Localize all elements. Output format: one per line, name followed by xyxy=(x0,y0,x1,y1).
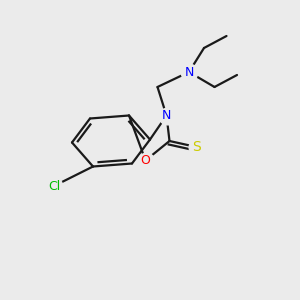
Text: O: O xyxy=(141,154,150,167)
Text: N: N xyxy=(162,109,171,122)
Text: N: N xyxy=(184,65,194,79)
Text: S: S xyxy=(192,140,201,154)
Text: Cl: Cl xyxy=(48,179,60,193)
